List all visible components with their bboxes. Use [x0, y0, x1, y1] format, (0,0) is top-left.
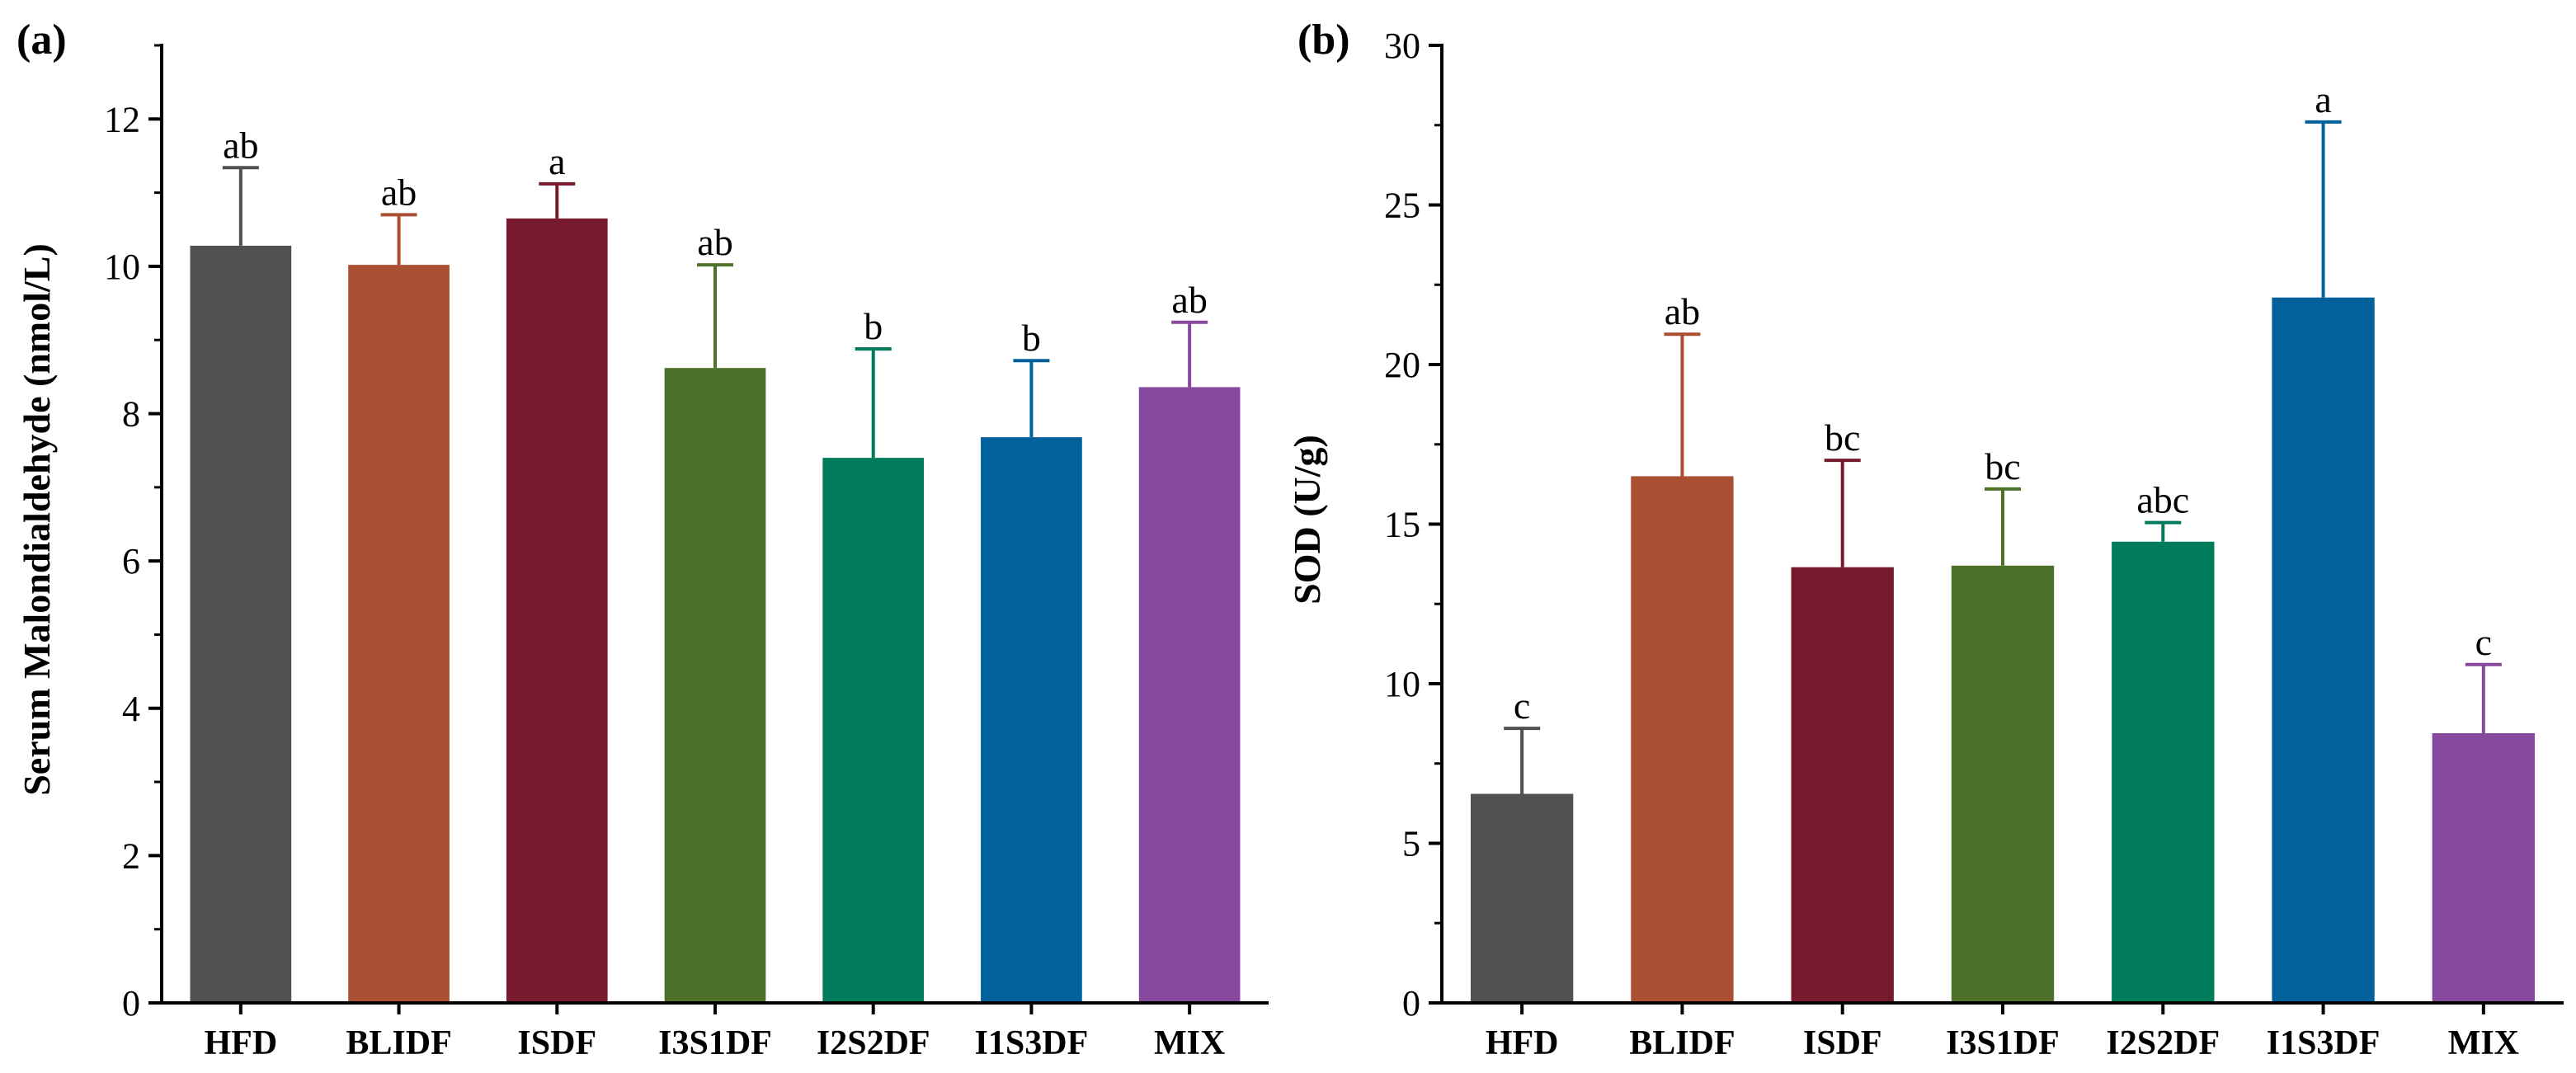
- y-axis-title: SOD (U/g): [1286, 435, 1328, 605]
- bar: [506, 218, 608, 1004]
- y-tick-label: 4: [122, 689, 140, 729]
- category-label: I1S3DF: [975, 1024, 1089, 1062]
- error-bar: [380, 213, 417, 266]
- panel-a-chart: (a)Serum Malondialdehyde (nmol/L)abHFDab…: [16, 16, 1269, 1062]
- error-bar: [539, 181, 576, 219]
- bar: [822, 458, 925, 1003]
- significance-label: ab: [697, 221, 732, 263]
- category-label: BLIDF: [346, 1024, 451, 1062]
- error-bar: [1985, 487, 2021, 566]
- bar: [1138, 387, 1241, 1003]
- bar: [1631, 476, 1734, 1003]
- error-bar: [1013, 359, 1050, 438]
- bar: [1951, 565, 2055, 1003]
- error-bar: [697, 263, 733, 369]
- y-tick-label: 25: [1384, 186, 1420, 226]
- y-axis-title: Serum Malondialdehyde (nmol/L): [16, 243, 58, 796]
- y-tick-label: 20: [1384, 345, 1420, 385]
- significance-label: ab: [223, 124, 258, 166]
- significance-label: ab: [1665, 290, 1700, 332]
- error-bar: [2465, 662, 2502, 733]
- bar: [1470, 793, 1574, 1003]
- y-tick-label: 0: [122, 983, 140, 1024]
- bar: [348, 265, 450, 1003]
- panel-label: (a): [16, 16, 67, 64]
- y-tick-label: 12: [104, 99, 140, 139]
- category-label: I2S2DF: [2106, 1024, 2220, 1062]
- y-tick-label: 10: [104, 247, 140, 287]
- significance-label: a: [549, 140, 565, 182]
- y-tick-label: 15: [1384, 505, 1420, 545]
- category-label: BLIDF: [1629, 1024, 1735, 1062]
- significance-label: bc: [1825, 416, 1860, 459]
- significance-label: a: [2315, 78, 2331, 120]
- y-tick-label: 10: [1384, 664, 1420, 704]
- panel-b-chart: (b) SOD (U/g) c HFD ab BLIDF bc ISDF bc I3S1DF abc…: [1286, 16, 2564, 1062]
- bar: [2432, 732, 2536, 1003]
- significance-label: c: [2475, 621, 2492, 663]
- category-label: HFD: [1486, 1024, 1559, 1062]
- panel-label: (b): [1297, 16, 1350, 64]
- y-tick-label: 8: [122, 394, 140, 435]
- error-bar: [1664, 332, 1701, 477]
- bar: [1791, 567, 1894, 1003]
- category-label: I2S2DF: [817, 1024, 930, 1062]
- y-tick-label: 0: [1402, 983, 1420, 1024]
- bar: [2272, 297, 2375, 1004]
- bar: [981, 437, 1082, 1003]
- category-label: MIX: [2448, 1024, 2519, 1062]
- bar: [2112, 541, 2215, 1003]
- error-bar: [1504, 727, 1541, 794]
- y-tick-label: 2: [122, 835, 140, 876]
- bar: [190, 245, 292, 1003]
- category-label: ISDF: [1803, 1024, 1882, 1062]
- bar: [664, 368, 766, 1003]
- significance-label: c: [1514, 685, 1530, 727]
- error-bar: [1824, 459, 1861, 567]
- significance-label: b: [864, 305, 883, 347]
- category-label: ISDF: [517, 1024, 596, 1062]
- category-label: I3S1DF: [658, 1024, 772, 1062]
- y-tick-label: 6: [122, 541, 140, 581]
- error-bar: [1171, 320, 1208, 388]
- y-tick-label: 5: [1402, 824, 1420, 864]
- significance-label: b: [1022, 317, 1041, 359]
- y-tick-label: 30: [1384, 26, 1420, 66]
- error-bar: [222, 166, 259, 246]
- category-label: I1S3DF: [2267, 1024, 2381, 1062]
- category-label: HFD: [205, 1024, 278, 1062]
- category-label: I3S1DF: [1946, 1024, 2060, 1062]
- error-bar: [855, 346, 892, 459]
- error-bar: [2145, 520, 2182, 542]
- category-label: MIX: [1154, 1024, 1225, 1062]
- significance-label: abc: [2136, 479, 2189, 521]
- significance-label: bc: [1985, 445, 2020, 487]
- error-bar: [2305, 120, 2342, 298]
- significance-label: ab: [1171, 279, 1207, 321]
- significance-label: ab: [381, 171, 417, 213]
